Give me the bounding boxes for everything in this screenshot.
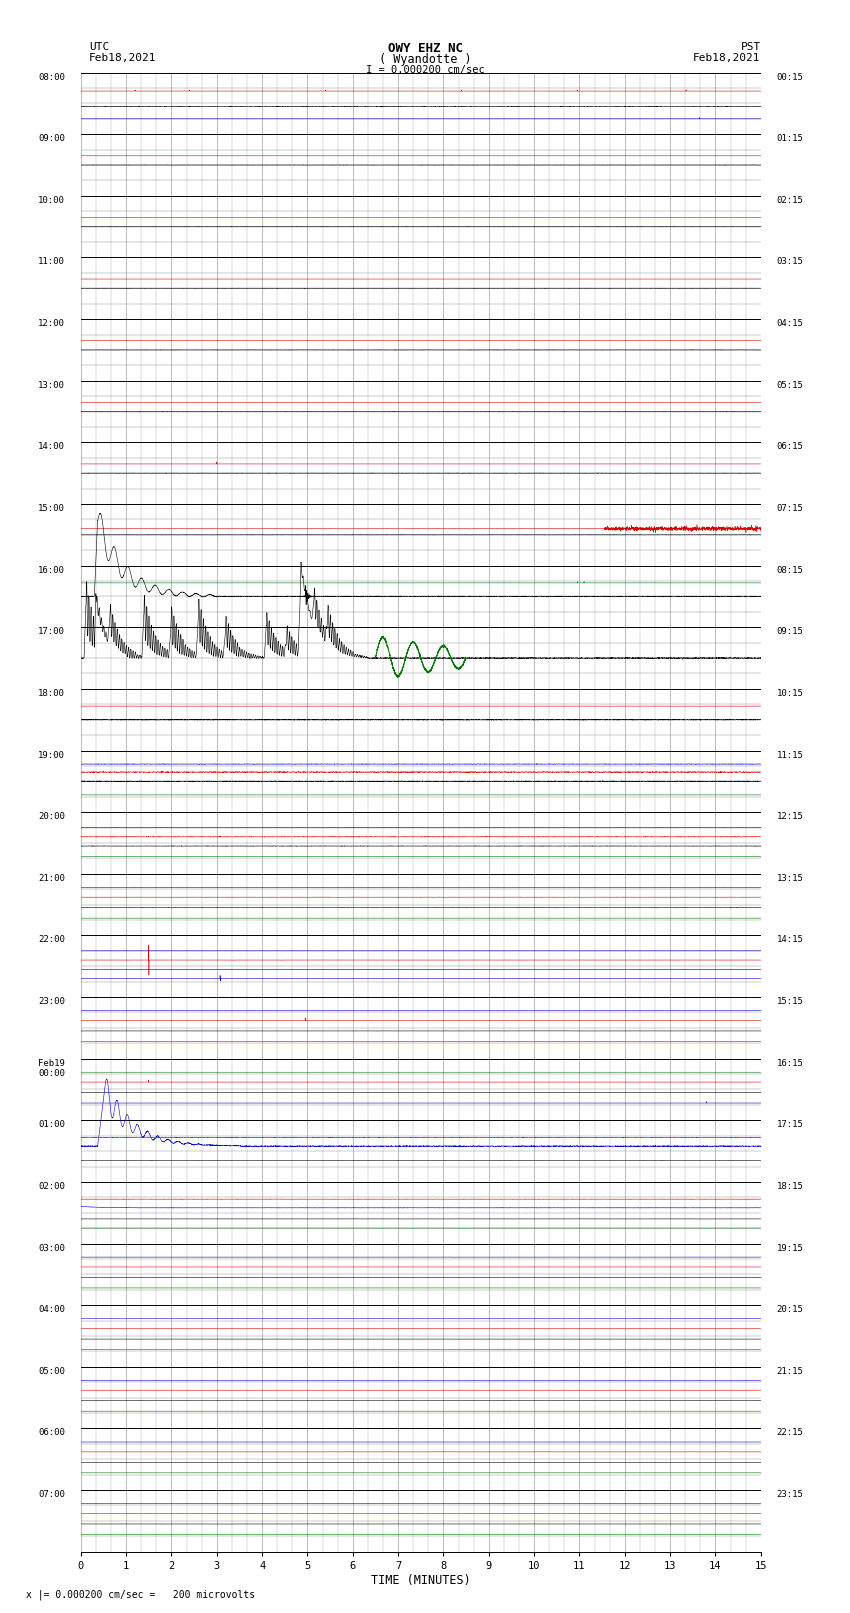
Text: 04:15: 04:15: [777, 319, 803, 327]
Text: 22:15: 22:15: [777, 1429, 803, 1437]
Text: 21:00: 21:00: [38, 874, 65, 882]
Text: 19:15: 19:15: [777, 1244, 803, 1253]
Text: 03:00: 03:00: [38, 1244, 65, 1253]
Text: 14:00: 14:00: [38, 442, 65, 452]
Text: 10:00: 10:00: [38, 195, 65, 205]
Text: 04:00: 04:00: [38, 1305, 65, 1315]
Text: PST: PST: [740, 42, 761, 52]
Text: 06:00: 06:00: [38, 1429, 65, 1437]
Text: 11:15: 11:15: [777, 750, 803, 760]
Text: 12:15: 12:15: [777, 813, 803, 821]
Text: 21:15: 21:15: [777, 1366, 803, 1376]
Text: 05:15: 05:15: [777, 381, 803, 390]
Text: 20:15: 20:15: [777, 1305, 803, 1315]
Text: 01:00: 01:00: [38, 1121, 65, 1129]
Text: 08:15: 08:15: [777, 566, 803, 574]
Text: 02:00: 02:00: [38, 1182, 65, 1190]
Text: 23:00: 23:00: [38, 997, 65, 1007]
Text: 00:15: 00:15: [777, 73, 803, 82]
Text: OWY EHZ NC: OWY EHZ NC: [388, 42, 462, 55]
Text: I = 0.000200 cm/sec: I = 0.000200 cm/sec: [366, 65, 484, 74]
Text: 11:00: 11:00: [38, 258, 65, 266]
Text: 02:15: 02:15: [777, 195, 803, 205]
Text: 15:15: 15:15: [777, 997, 803, 1007]
Text: 17:15: 17:15: [777, 1121, 803, 1129]
Text: 03:15: 03:15: [777, 258, 803, 266]
Text: 15:00: 15:00: [38, 503, 65, 513]
Text: 05:00: 05:00: [38, 1366, 65, 1376]
X-axis label: TIME (MINUTES): TIME (MINUTES): [371, 1574, 471, 1587]
Text: 08:00: 08:00: [38, 73, 65, 82]
Text: Feb18,2021: Feb18,2021: [89, 53, 156, 63]
Text: 23:15: 23:15: [777, 1490, 803, 1498]
Text: 06:15: 06:15: [777, 442, 803, 452]
Text: 07:15: 07:15: [777, 503, 803, 513]
Text: 07:00: 07:00: [38, 1490, 65, 1498]
Text: 09:15: 09:15: [777, 627, 803, 636]
Text: 18:15: 18:15: [777, 1182, 803, 1190]
Text: 10:15: 10:15: [777, 689, 803, 698]
Text: 13:15: 13:15: [777, 874, 803, 882]
Text: 01:15: 01:15: [777, 134, 803, 144]
Text: ( Wyandotte ): ( Wyandotte ): [379, 53, 471, 66]
Text: 18:00: 18:00: [38, 689, 65, 698]
Text: UTC: UTC: [89, 42, 110, 52]
Text: 14:15: 14:15: [777, 936, 803, 944]
Text: 16:15: 16:15: [777, 1058, 803, 1068]
Text: 12:00: 12:00: [38, 319, 65, 327]
Text: Feb19
00:00: Feb19 00:00: [38, 1058, 65, 1077]
Text: 13:00: 13:00: [38, 381, 65, 390]
Text: x |= 0.000200 cm/sec =   200 microvolts: x |= 0.000200 cm/sec = 200 microvolts: [26, 1589, 255, 1600]
Text: 09:00: 09:00: [38, 134, 65, 144]
Text: 17:00: 17:00: [38, 627, 65, 636]
Text: 19:00: 19:00: [38, 750, 65, 760]
Text: 16:00: 16:00: [38, 566, 65, 574]
Text: 20:00: 20:00: [38, 813, 65, 821]
Text: Feb18,2021: Feb18,2021: [694, 53, 761, 63]
Text: 22:00: 22:00: [38, 936, 65, 944]
